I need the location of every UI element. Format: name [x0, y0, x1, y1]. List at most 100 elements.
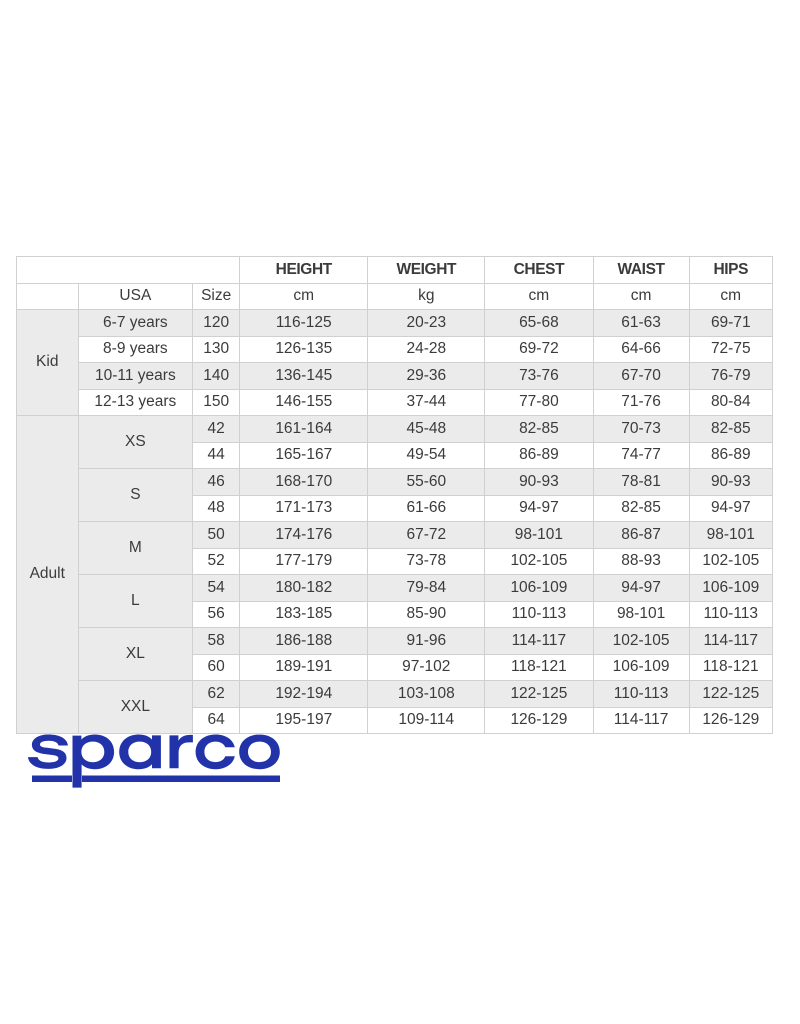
cell-size: 130 [192, 335, 241, 363]
cell-weight: 45-48 [367, 415, 486, 443]
cell-chest: 73-76 [484, 362, 594, 390]
cell-hips: 126-129 [688, 706, 774, 734]
cell-waist: 88-93 [592, 547, 690, 575]
units-hips: cm [688, 282, 774, 310]
cell-usa: 12-13 years [77, 388, 194, 416]
cell-hips: 118-121 [688, 653, 774, 681]
cell-hips: 94-97 [688, 494, 774, 522]
cell-size: 42 [192, 415, 241, 443]
cell-waist: 98-101 [592, 600, 690, 628]
cell-hips: 69-71 [688, 309, 774, 337]
cell-height: 146-155 [239, 388, 369, 416]
sparco-logo [16, 731, 286, 793]
cell-usa: 8-9 years [77, 335, 194, 363]
cell-chest: 122-125 [484, 680, 594, 708]
cell-size: 60 [192, 653, 241, 681]
size-letter-xl: XL [77, 627, 194, 681]
cell-height: 116-125 [239, 309, 369, 337]
table-row: 60 189-191 97-102 118-121 106-109 118-12… [17, 653, 774, 681]
table-row: 12-13 years 150 146-155 37-44 77-80 71-7… [17, 388, 774, 416]
cell-chest: 82-85 [484, 415, 594, 443]
cell-chest: 77-80 [484, 388, 594, 416]
cell-chest: 114-117 [484, 627, 594, 655]
cell-waist: 82-85 [592, 494, 690, 522]
size-letter-m: M [77, 521, 194, 575]
cell-size: 62 [192, 680, 241, 708]
cell-height: 180-182 [239, 574, 369, 602]
cell-weight: 109-114 [367, 706, 486, 734]
cell-hips: 114-117 [688, 627, 774, 655]
cell-waist: 64-66 [592, 335, 690, 363]
cell-size: 58 [192, 627, 241, 655]
cell-chest: 94-97 [484, 494, 594, 522]
header-height: HEIGHT [239, 256, 369, 284]
cell-weight: 91-96 [367, 627, 486, 655]
cell-chest: 90-93 [484, 468, 594, 496]
cell-weight: 49-54 [367, 441, 486, 469]
units-size: Size [192, 282, 241, 310]
cell-weight: 24-28 [367, 335, 486, 363]
cell-size: 52 [192, 547, 241, 575]
cell-chest: 102-105 [484, 547, 594, 575]
size-chart-table: HEIGHT WEIGHT CHEST WAIST HIPS USA Size … [15, 256, 774, 734]
cell-hips: 86-89 [688, 441, 774, 469]
cell-weight: 79-84 [367, 574, 486, 602]
cell-waist: 67-70 [592, 362, 690, 390]
cell-weight: 103-108 [367, 680, 486, 708]
cell-hips: 80-84 [688, 388, 774, 416]
group-label-kid: Kid [16, 309, 79, 416]
table-row: Kid 6-7 years 120 116-125 20-23 65-68 61… [16, 309, 774, 416]
cell-size: 54 [192, 574, 241, 602]
cell-height: 192-194 [239, 680, 369, 708]
cell-weight: 37-44 [367, 388, 486, 416]
table-units-row: USA Size cm kg cm cm cm [16, 282, 774, 310]
cell-chest: 118-121 [484, 653, 594, 681]
sparco-wordmark-shape [28, 734, 280, 788]
table-row: 48 171-173 61-66 94-97 82-85 94-97 [17, 494, 774, 522]
table-row: XXL 62 192-194 103-108 122-125 110-113 1… [17, 680, 774, 734]
cell-size: 150 [192, 388, 241, 416]
cell-height: 183-185 [239, 600, 369, 628]
table-row: XL 58 186-188 91-96 114-117 102-105 114-… [17, 627, 774, 681]
cell-hips: 102-105 [688, 547, 774, 575]
cell-waist: 78-81 [592, 468, 690, 496]
cell-height: 165-167 [239, 441, 369, 469]
table-row: 8-9 years 130 126-135 24-28 69-72 64-66 … [17, 335, 774, 363]
cell-waist: 61-63 [592, 309, 690, 337]
table-row: L 54 180-182 79-84 106-109 94-97 106-109 [17, 574, 774, 628]
cell-size: 140 [192, 362, 241, 390]
cell-waist: 71-76 [592, 388, 690, 416]
table-row: 10-11 years 140 136-145 29-36 73-76 67-7… [17, 362, 774, 390]
cell-height: 186-188 [239, 627, 369, 655]
size-letter-s: S [77, 468, 194, 522]
cell-size: 120 [192, 309, 241, 337]
cell-size: 48 [192, 494, 241, 522]
cell-hips: 106-109 [688, 574, 774, 602]
cell-weight: 55-60 [367, 468, 486, 496]
table-row: 56 183-185 85-90 110-113 98-101 110-113 [17, 600, 774, 628]
units-height: cm [239, 282, 369, 310]
cell-height: 195-197 [239, 706, 369, 734]
cell-height: 174-176 [239, 521, 369, 549]
table-row: 52 177-179 73-78 102-105 88-93 102-105 [17, 547, 774, 575]
cell-waist: 70-73 [592, 415, 690, 443]
header-hips: HIPS [688, 256, 774, 284]
header-blank-cell [15, 256, 241, 284]
cell-size: 44 [192, 441, 241, 469]
units-blank-cell [16, 282, 79, 310]
header-chest: CHEST [484, 256, 594, 284]
table-row: S 46 168-170 55-60 90-93 78-81 90-93 [17, 468, 774, 522]
cell-height: 177-179 [239, 547, 369, 575]
cell-height: 136-145 [239, 362, 369, 390]
cell-chest: 86-89 [484, 441, 594, 469]
cell-size: 46 [192, 468, 241, 496]
cell-waist: 102-105 [592, 627, 690, 655]
cell-waist: 94-97 [592, 574, 690, 602]
table-header-row: HEIGHT WEIGHT CHEST WAIST HIPS [15, 256, 774, 284]
cell-size: 56 [192, 600, 241, 628]
units-chest: cm [484, 282, 594, 310]
cell-weight: 20-23 [367, 309, 486, 337]
cell-weight: 97-102 [367, 653, 486, 681]
cell-weight: 67-72 [367, 521, 486, 549]
cell-height: 189-191 [239, 653, 369, 681]
